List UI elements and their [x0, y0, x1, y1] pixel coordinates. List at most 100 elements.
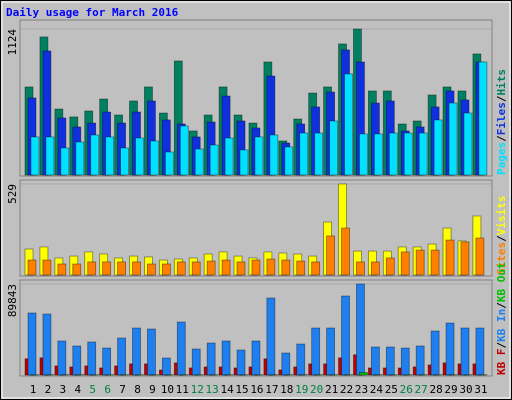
- bar: [341, 295, 350, 376]
- x-tick-label: 28: [429, 383, 442, 396]
- bar: [311, 327, 321, 376]
- bar: [311, 261, 321, 276]
- bar: [385, 346, 395, 376]
- bar: [326, 327, 336, 376]
- bar: [299, 132, 309, 176]
- bar: [344, 73, 353, 176]
- bar: [460, 241, 470, 276]
- bar: [400, 347, 410, 376]
- bar: [102, 347, 112, 376]
- bar: [90, 134, 100, 176]
- legend-entry: KB In: [495, 309, 508, 342]
- x-tick-label: 5: [89, 383, 96, 396]
- bar: [314, 132, 324, 176]
- legend-separator: /: [495, 342, 508, 349]
- bar: [296, 260, 306, 276]
- bar: [42, 313, 52, 376]
- bar: [356, 283, 365, 376]
- x-tick-label: 12: [191, 383, 204, 396]
- x-tick-label: 25: [385, 383, 398, 396]
- bar: [281, 259, 291, 276]
- x-tick-label: 30: [459, 383, 472, 396]
- bar: [239, 149, 249, 176]
- x-tick-label: 2: [45, 383, 52, 396]
- bar: [385, 257, 395, 276]
- legend: KB F/KB In/KB Out: [495, 262, 508, 375]
- legend: Pages/Files/Hits: [495, 69, 508, 175]
- bar: [460, 327, 470, 376]
- bar: [236, 261, 246, 276]
- bar: [284, 146, 294, 176]
- bar: [191, 348, 201, 376]
- bar: [415, 345, 425, 376]
- bar: [87, 261, 97, 276]
- x-tick-label: 15: [235, 383, 248, 396]
- legend-entry: Sites: [495, 242, 508, 275]
- bar: [370, 346, 380, 376]
- bar: [161, 357, 171, 376]
- legend-separator: /: [495, 235, 508, 242]
- bar: [179, 125, 189, 176]
- bar: [206, 342, 216, 376]
- chart-title: Daily usage for March 2016: [6, 6, 179, 19]
- x-tick-label: 31: [474, 383, 487, 396]
- bar: [117, 337, 126, 376]
- x-tick-label: 4: [74, 383, 81, 396]
- bar: [433, 119, 443, 176]
- bar: [42, 259, 52, 276]
- bar: [72, 345, 82, 376]
- bar: [221, 340, 231, 376]
- x-tick-label: 26: [400, 383, 413, 396]
- bar: [445, 239, 455, 276]
- bar: [147, 328, 156, 376]
- legend-entry: KB F: [495, 349, 508, 376]
- bar: [120, 147, 129, 176]
- x-tick-label: 10: [161, 383, 174, 396]
- x-tick-label: 16: [250, 383, 263, 396]
- bar: [251, 259, 261, 276]
- bar: [57, 340, 67, 376]
- x-tick-label: 18: [280, 383, 293, 396]
- x-tick-label: 17: [265, 383, 278, 396]
- legend-entry: Hits: [495, 69, 508, 96]
- bar: [117, 261, 126, 276]
- x-tick-label: 21: [325, 383, 338, 396]
- x-tick-label: 3: [60, 383, 67, 396]
- bar: [30, 136, 40, 176]
- bar: [87, 341, 97, 376]
- bar: [430, 330, 440, 376]
- bar: [388, 132, 398, 176]
- bar: [373, 133, 383, 176]
- x-tick-label: 27: [415, 383, 428, 396]
- bar: [209, 144, 219, 176]
- bar: [176, 321, 186, 376]
- bar: [164, 151, 174, 176]
- bar: [176, 261, 186, 276]
- x-tick-label: 1: [30, 383, 37, 396]
- bar: [236, 349, 246, 376]
- bar: [132, 327, 141, 376]
- bar: [224, 137, 234, 176]
- bar: [72, 263, 82, 276]
- legend-entry: Visits: [495, 196, 508, 236]
- bar: [254, 136, 264, 176]
- bar: [359, 133, 368, 176]
- bar: [296, 343, 306, 376]
- bar: [341, 227, 350, 276]
- bar: [266, 258, 276, 276]
- bar: [60, 147, 70, 176]
- bar: [463, 112, 473, 176]
- legend: Sites/Visits: [495, 196, 508, 276]
- legend-entry: Files: [495, 102, 508, 135]
- bar: [448, 102, 458, 176]
- x-tick-label: 13: [206, 383, 219, 396]
- bar: [45, 136, 55, 176]
- bar: [415, 249, 425, 276]
- bar: [475, 327, 485, 376]
- x-tick-label: 23: [355, 383, 368, 396]
- bar: [206, 260, 216, 276]
- bar: [445, 322, 455, 376]
- bar: [359, 372, 368, 376]
